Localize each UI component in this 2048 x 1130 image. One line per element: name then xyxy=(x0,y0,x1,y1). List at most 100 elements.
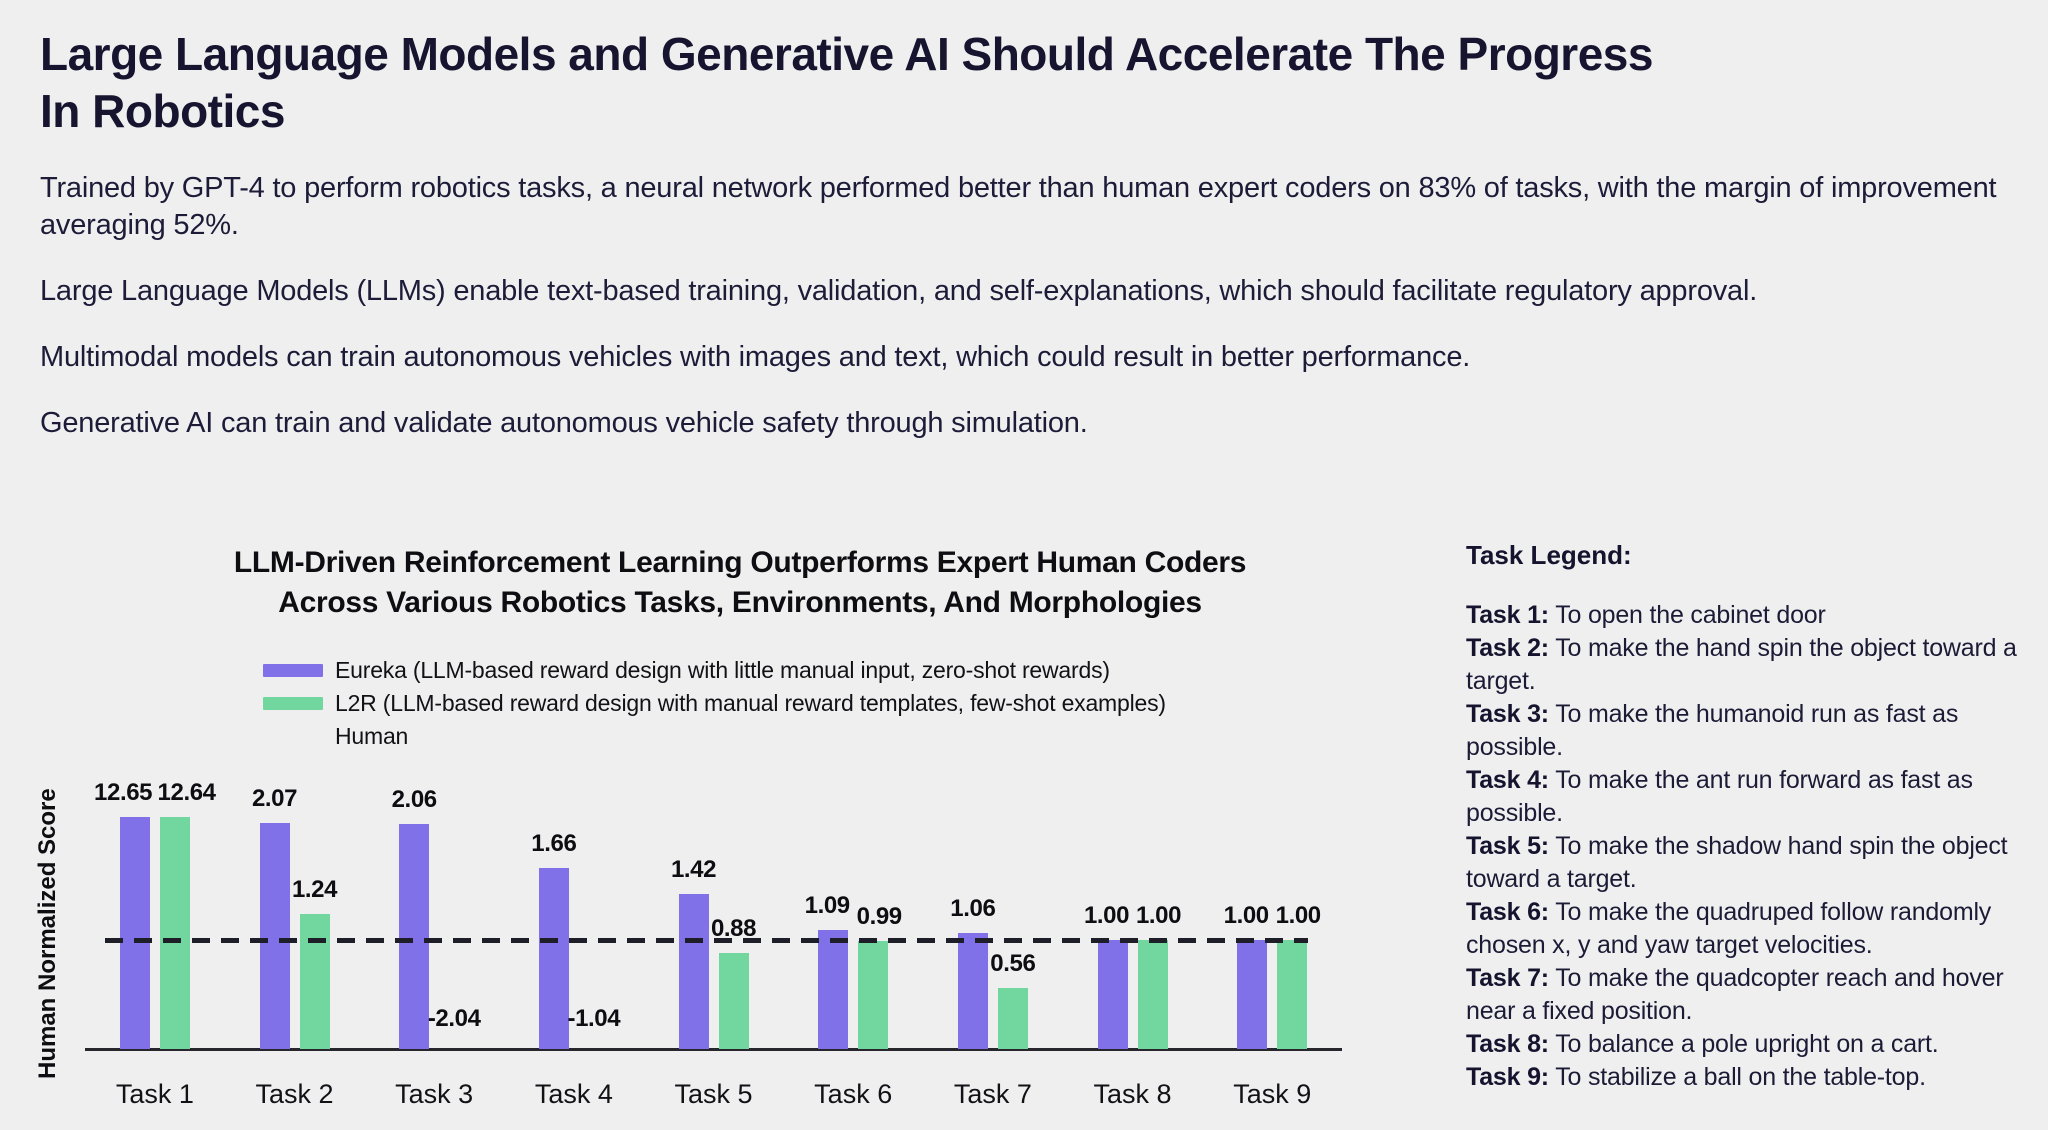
bar-swatch-icon xyxy=(263,697,323,710)
task-label: Task 4: xyxy=(1466,766,1549,794)
task-legend-heading: Task Legend: xyxy=(1466,540,1632,570)
intro-paragraphs: Trained by GPT-4 to perform robotics tas… xyxy=(40,170,2020,442)
bar-value-label: 0.88 xyxy=(710,915,757,942)
legend-item-label: L2R (LLM-based reward design with manual… xyxy=(335,690,1166,716)
page-title: Large Language Models and Generative AI … xyxy=(40,26,2020,140)
bar-group: 1.00 1.00 xyxy=(1063,817,1203,1049)
plot-area: 12.65 12.64 2.07 1.24 2.06 -2.04 1.66 -1.04 1.42… xyxy=(85,779,1342,1051)
l2r-bar xyxy=(997,988,1028,1049)
legend-item: Human xyxy=(263,720,1166,753)
bar-value-label: 1.00 xyxy=(1275,902,1322,929)
bar-slot: 0.88 xyxy=(711,817,756,1049)
bar-slot: 1.00 xyxy=(1136,817,1181,1049)
bar-swatch-icon xyxy=(263,664,323,677)
bar-group: 2.07 1.24 xyxy=(225,785,365,1049)
l2r-bar xyxy=(718,953,749,1049)
legend-item: Eureka (LLM-based reward design with lit… xyxy=(263,654,1166,687)
legend-item-label: Human xyxy=(335,723,409,749)
bar-value-label: -1.04 xyxy=(567,1005,621,1032)
bar-group: 2.06 -2.04 xyxy=(364,786,504,1049)
bar-value-label: 1.06 xyxy=(950,895,996,922)
bar-group: 1.00 1.00 xyxy=(1202,817,1342,1049)
bar-value-label: 1.42 xyxy=(670,856,717,883)
chart-section: LLM-Driven Reinforcement Learning Outper… xyxy=(34,532,1460,1122)
bar-slot: -2.04 xyxy=(428,817,481,1049)
bar-value-label: 0.56 xyxy=(990,950,1036,977)
task-label: Task 3: xyxy=(1466,700,1549,728)
task-legend-item: Task 7: To make the quadcopter reach and… xyxy=(1466,964,2004,1025)
bar-slot: 2.07 xyxy=(252,785,297,1049)
x-tick-label: Task 9 xyxy=(1233,1079,1312,1109)
eureka-bar xyxy=(1237,940,1268,1049)
task-label: Task 2: xyxy=(1466,634,1549,662)
task-label: Task 1: xyxy=(1466,601,1549,629)
task-label: Task 6: xyxy=(1466,898,1549,926)
bar-group: 1.06 0.56 xyxy=(923,817,1063,1049)
page-title-line-1: Large Language Models and Generative AI … xyxy=(40,28,1653,80)
bar-slot: 1.06 xyxy=(950,817,996,1049)
x-axis-tick-labels: Task 1 Task 2 Task 3 Task 4 Task 5 Task 6 Task… xyxy=(85,1079,1342,1110)
task-legend-item: Task 4: To make the ant run forward as f… xyxy=(1466,766,1973,827)
task-legend-item: Task 6: To make the quadruped follow ran… xyxy=(1466,898,1992,959)
bar-slot: 0.56 xyxy=(990,817,1036,1049)
task-legend-panel: Task Legend: Task 1: To open the cabinet… xyxy=(1466,540,2044,1094)
bar-group: 1.66 -1.04 xyxy=(504,817,644,1049)
l2r-bar xyxy=(858,941,889,1049)
bar-slot: 2.06 xyxy=(392,786,437,1049)
bar-value-label: 1.00 xyxy=(1223,902,1270,929)
bar-value-label: 1.00 xyxy=(1135,902,1182,929)
human-reference-line xyxy=(105,938,1308,943)
task-legend-item: Task 8: To balance a pole upright on a c… xyxy=(1466,1030,1939,1058)
bar-slot: 1.00 xyxy=(1276,817,1321,1049)
bar-group: 12.65 12.64 xyxy=(85,779,225,1049)
task-legend-item: Task 5: To make the shadow hand spin the… xyxy=(1466,832,2008,893)
bar-value-label: -2.04 xyxy=(427,1005,481,1032)
bar-slot: 1.00 xyxy=(1084,817,1129,1049)
bar-value-label: 2.07 xyxy=(251,785,298,812)
x-tick-label: Task 6 xyxy=(814,1079,893,1109)
task-label: Task 8: xyxy=(1466,1030,1549,1058)
bar-slot: -1.04 xyxy=(567,817,620,1049)
task-label: Task 7: xyxy=(1466,964,1549,992)
x-tick-label: Task 1 xyxy=(115,1079,194,1109)
bar-slot: 1.00 xyxy=(1224,817,1269,1049)
eureka-bar xyxy=(678,894,709,1049)
x-tick-label: Task 4 xyxy=(534,1079,613,1109)
x-axis-line xyxy=(85,1048,1342,1051)
intro-paragraph-1: Trained by GPT-4 to perform robotics tas… xyxy=(40,172,1997,241)
bar-slot: 12.64 xyxy=(158,779,216,1049)
chart-legend: Eureka (LLM-based reward design with lit… xyxy=(263,654,1166,753)
bar-slot: 12.65 xyxy=(94,779,153,1049)
l2r-bar xyxy=(159,817,190,1049)
bar-group: 1.09 0.99 xyxy=(783,817,923,1049)
intro-paragraph-3: Multimodal models can train autonomous v… xyxy=(40,341,1471,373)
task-label: Task 5: xyxy=(1466,832,1549,860)
bar-value-label: 12.65 xyxy=(94,779,153,806)
legend-item-label: Eureka (LLM-based reward design with lit… xyxy=(335,657,1110,683)
task-legend-item: Task 2: To make the hand spin the object… xyxy=(1466,634,2017,695)
x-tick-label: Task 5 xyxy=(674,1079,753,1109)
intro-paragraph-4: Generative AI can train and validate aut… xyxy=(40,407,1088,439)
eureka-bar xyxy=(119,817,150,1049)
task-legend-items: Task 1: To open the cabinet door Task 2: … xyxy=(1466,599,2044,1094)
eureka-bar xyxy=(1097,940,1128,1049)
chart-title-line-2: Across Various Robotics Tasks, Environme… xyxy=(278,586,1202,619)
l2r-bar xyxy=(1137,940,1168,1049)
y-axis-label: Human Normalized Score xyxy=(34,788,61,1080)
bar-slot: 1.24 xyxy=(292,817,337,1049)
bar-slot: 1.09 xyxy=(805,817,850,1049)
chart-title-line-1: LLM-Driven Reinforcement Learning Outper… xyxy=(233,546,1247,579)
header: Large Language Models and Generative AI … xyxy=(0,0,2048,442)
x-tick-label: Task 2 xyxy=(255,1079,334,1109)
page-title-line-2: In Robotics xyxy=(40,85,285,137)
task-legend-item: Task 9: To stabilize a ball on the table… xyxy=(1466,1063,1926,1091)
legend-item: L2R (LLM-based reward design with manual… xyxy=(263,687,1166,720)
bar-group: 1.42 0.88 xyxy=(644,817,784,1049)
intro-paragraph-2: Large Language Models (LLMs) enable text… xyxy=(40,275,1758,307)
chart-title: LLM-Driven Reinforcement Learning Outper… xyxy=(40,543,1440,623)
x-tick-label: Task 7 xyxy=(953,1079,1032,1109)
task-label: Task 9: xyxy=(1466,1063,1549,1091)
l2r-bar xyxy=(1277,940,1308,1049)
eureka-bar xyxy=(818,930,849,1049)
